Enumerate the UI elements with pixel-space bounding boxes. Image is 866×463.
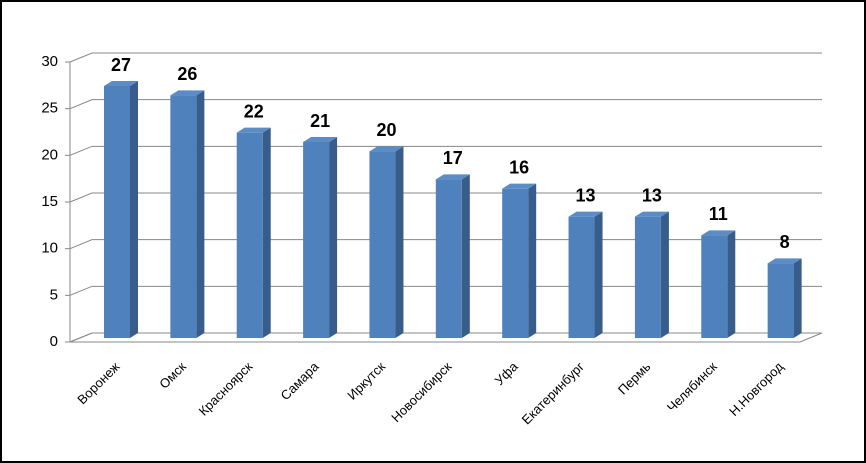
grid-line: [69, 145, 822, 156]
grid-line: [69, 99, 822, 110]
data-label: 13: [576, 185, 596, 205]
bar-top: [435, 174, 470, 180]
grid-line: [69, 192, 822, 203]
data-label: 22: [244, 101, 264, 121]
bar-top: [236, 127, 271, 133]
y-tick-label: 15: [41, 193, 58, 210]
bar-top: [767, 258, 802, 264]
bar-side: [528, 183, 537, 338]
data-label: 21: [310, 111, 330, 131]
y-tick-label: 5: [50, 286, 58, 303]
data-label: 27: [111, 55, 131, 75]
bar-side: [262, 127, 271, 339]
bar-top: [502, 183, 537, 189]
bar-side: [727, 230, 736, 338]
bar-side: [329, 137, 338, 338]
bar-side: [196, 90, 205, 338]
data-label: 11: [709, 204, 728, 224]
data-label: 26: [177, 64, 197, 84]
bar: [701, 235, 728, 338]
bar-top: [701, 230, 736, 236]
grid-line: [69, 52, 822, 63]
bar-side: [130, 81, 138, 338]
bar: [435, 179, 462, 338]
bar-side: [793, 258, 802, 338]
bar: [568, 216, 595, 338]
bar: [502, 188, 529, 338]
bar: [369, 151, 396, 338]
bar-side: [594, 211, 603, 338]
bar-top: [303, 137, 338, 142]
bar-top: [170, 90, 205, 96]
bar: [104, 86, 130, 338]
y-tick-label: 30: [41, 53, 58, 70]
bar-top: [568, 211, 603, 217]
bar-side: [395, 146, 404, 338]
data-label: 20: [376, 120, 396, 140]
data-label: 8: [780, 232, 790, 252]
bar-top: [104, 81, 138, 86]
bar: [170, 95, 197, 338]
bar: [236, 132, 263, 338]
y-tick-label: 25: [41, 100, 58, 117]
bar: [767, 263, 794, 338]
y-tick-label: 0: [50, 333, 58, 350]
bar: [634, 216, 661, 338]
bar-side: [660, 211, 669, 338]
data-label: 13: [642, 185, 662, 205]
data-label: 16: [509, 157, 529, 177]
y-tick-label: 20: [41, 146, 58, 163]
y-tick-label: 10: [41, 240, 58, 257]
bar: [303, 142, 330, 338]
bar-top: [369, 146, 404, 152]
bar-side: [461, 174, 470, 338]
bar-top: [634, 211, 669, 217]
data-label: 17: [443, 148, 463, 168]
